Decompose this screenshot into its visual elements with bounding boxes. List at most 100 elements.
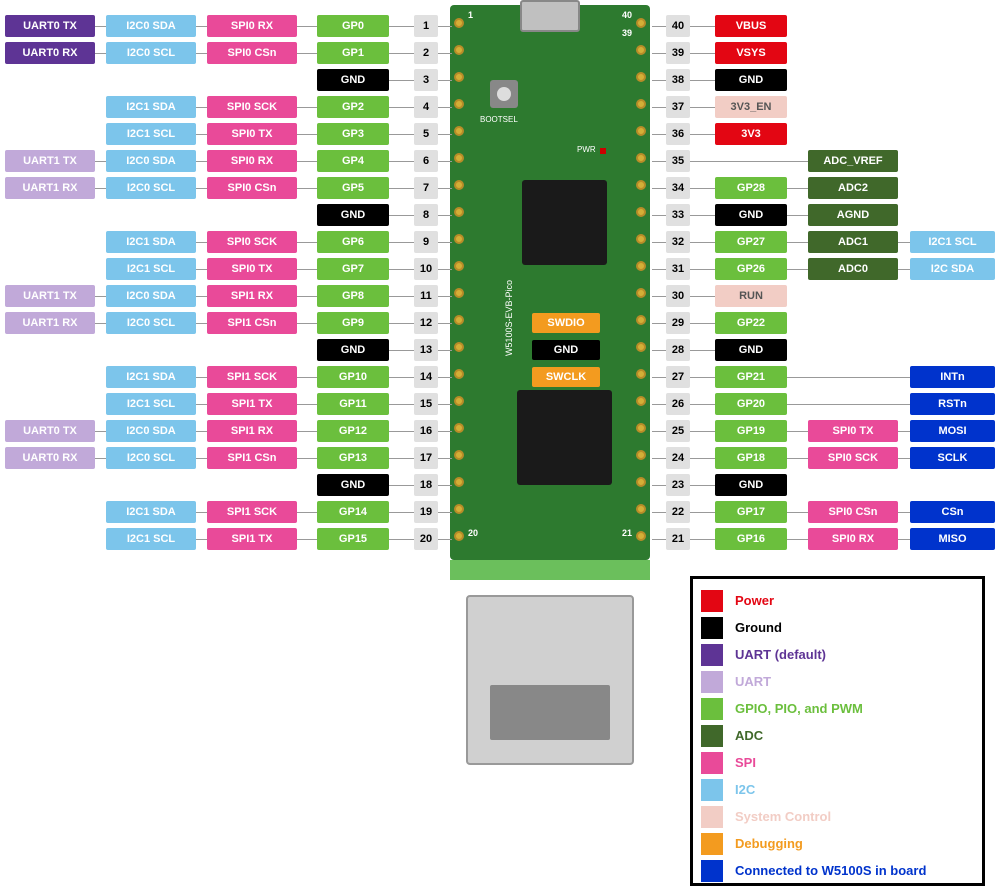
gap-line xyxy=(898,431,910,432)
connector-line xyxy=(438,242,452,243)
connector-line xyxy=(438,134,452,135)
pin-label: GP9 xyxy=(317,312,389,334)
pin-number: 6 xyxy=(414,150,438,172)
pin-number: 15 xyxy=(414,393,438,415)
debug-pin-label: GND xyxy=(532,340,600,360)
pinhole-right xyxy=(636,477,646,487)
pin-label: GND xyxy=(317,69,389,91)
pin-label: GP15 xyxy=(317,528,389,550)
gap-line xyxy=(690,539,715,540)
legend-row: Debugging xyxy=(701,830,974,857)
legend-swatch xyxy=(701,671,723,693)
gap-line xyxy=(690,485,715,486)
pinhole-right xyxy=(636,342,646,352)
pinhole-right xyxy=(636,450,646,460)
pinhole-right xyxy=(636,315,646,325)
connector-line xyxy=(438,188,452,189)
pin-label: I2C1 SDA xyxy=(106,501,196,523)
pinhole-left xyxy=(454,234,464,244)
pin-label: I2C1 SCL xyxy=(106,123,196,145)
connector-line xyxy=(652,485,666,486)
connector-line xyxy=(438,485,452,486)
legend-label: UART xyxy=(735,674,771,689)
pin-label: GND xyxy=(715,339,787,361)
pin-number: 4 xyxy=(414,96,438,118)
board-num-20: 20 xyxy=(468,528,478,538)
legend-row: I2C xyxy=(701,776,974,803)
pin-number: 32 xyxy=(666,231,690,253)
pin-label: VSYS xyxy=(715,42,787,64)
legend-swatch xyxy=(701,617,723,639)
connector-line xyxy=(438,269,452,270)
pin-number: 7 xyxy=(414,177,438,199)
pin-label: SPI1 CSn xyxy=(207,312,297,334)
pin-label: GP5 xyxy=(317,177,389,199)
pin-label: I2C0 SDA xyxy=(106,15,196,37)
pin-label: UART0 RX xyxy=(5,42,95,64)
pinhole-left xyxy=(454,342,464,352)
pinhole-right xyxy=(636,153,646,163)
pin-label: SPI0 CSn xyxy=(808,501,898,523)
pinhole-left xyxy=(454,504,464,514)
pin-label: GND xyxy=(715,474,787,496)
gap-line xyxy=(787,539,808,540)
pin-label: SPI0 RX xyxy=(207,15,297,37)
pinhole-left xyxy=(454,72,464,82)
pin-number: 27 xyxy=(666,366,690,388)
legend-row: Power xyxy=(701,587,974,614)
connector-line xyxy=(438,350,452,351)
pin-label: UART1 TX xyxy=(5,285,95,307)
connector-line xyxy=(438,323,452,324)
legend-swatch xyxy=(701,644,723,666)
gap-line xyxy=(690,269,715,270)
pin-number: 24 xyxy=(666,447,690,469)
legend-row: ADC xyxy=(701,722,974,749)
gap-line xyxy=(898,242,910,243)
pin-label: 3V3 xyxy=(715,123,787,145)
connector-line xyxy=(438,539,452,540)
pinhole-right xyxy=(636,99,646,109)
pin-label: GND xyxy=(317,204,389,226)
gap-line xyxy=(690,350,715,351)
legend-label: ADC xyxy=(735,728,763,743)
pin-label: GP8 xyxy=(317,285,389,307)
pin-label: GP16 xyxy=(715,528,787,550)
gap-line xyxy=(690,53,715,54)
pinhole-right xyxy=(636,72,646,82)
pin-number: 12 xyxy=(414,312,438,334)
connector-line xyxy=(438,107,452,108)
pin-label: I2C0 SDA xyxy=(106,285,196,307)
pinhole-right xyxy=(636,423,646,433)
pin-label: GP3 xyxy=(317,123,389,145)
pin-label: GP6 xyxy=(317,231,389,253)
pin-number: 11 xyxy=(414,285,438,307)
pin-label: SCLK xyxy=(910,447,995,469)
pinhole-right xyxy=(636,234,646,244)
pinhole-left xyxy=(454,126,464,136)
board-name-silk: W5100S-EVB-Pico xyxy=(504,280,514,356)
connector-line xyxy=(438,26,452,27)
connector-line xyxy=(652,404,666,405)
gap-line xyxy=(787,269,808,270)
pinhole-right xyxy=(636,504,646,514)
board-num-1: 1 xyxy=(468,10,473,20)
pinhole-right xyxy=(636,18,646,28)
pinhole-left xyxy=(454,396,464,406)
gap-line xyxy=(690,296,715,297)
pin-number: 33 xyxy=(666,204,690,226)
pin-number: 23 xyxy=(666,474,690,496)
pin-number: 13 xyxy=(414,339,438,361)
pin-label: UART1 RX xyxy=(5,312,95,334)
connector-line xyxy=(438,377,452,378)
board-num-39: 39 xyxy=(622,28,632,38)
connector-line xyxy=(438,296,452,297)
rj45-jack xyxy=(490,685,610,740)
legend-row: Ground xyxy=(701,614,974,641)
pin-number: 28 xyxy=(666,339,690,361)
pin-label: I2C0 SCL xyxy=(106,447,196,469)
gap-line xyxy=(898,539,910,540)
connector-line xyxy=(652,512,666,513)
pin-label: SPI1 CSn xyxy=(207,447,297,469)
pin-label: I2C1 SDA xyxy=(106,231,196,253)
pin-number: 29 xyxy=(666,312,690,334)
